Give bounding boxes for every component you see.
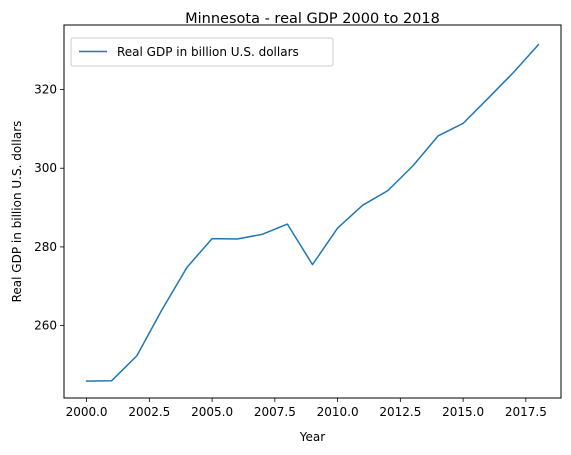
y-tick-label: 280 bbox=[34, 240, 57, 254]
y-tick-label: 320 bbox=[34, 83, 57, 97]
series-layer bbox=[85, 43, 540, 382]
x-tick-label: 2002.5 bbox=[128, 405, 170, 419]
x-tick-label: 2015.0 bbox=[442, 405, 484, 419]
x-tick-label: 2007.5 bbox=[254, 405, 296, 419]
legend-box bbox=[70, 37, 334, 67]
x-tick-label: 2012.5 bbox=[379, 405, 421, 419]
x-tick-label: 2017.5 bbox=[505, 405, 547, 419]
y-tick-label: 260 bbox=[34, 319, 57, 333]
x-axis-ticks: 2000.0 2002.5 2005.0 2007.5 2010.0 2012.5 2015… bbox=[66, 398, 547, 419]
legend: Real GDP in billion U.S. dollars bbox=[70, 37, 334, 67]
y-axis-ticks: 260 280 300 320 bbox=[34, 83, 64, 333]
legend-label: Real GDP in billion U.S. dollars bbox=[117, 45, 299, 59]
y-tick-label: 300 bbox=[34, 161, 57, 175]
chart-title: Minnesota - real GDP 2000 to 2018 bbox=[185, 11, 440, 27]
x-tick-label: 2005.0 bbox=[191, 405, 233, 419]
y-axis-label: Real GDP in billion U.S. dollars bbox=[10, 121, 24, 303]
x-axis-label: Year bbox=[299, 430, 325, 444]
plot-background bbox=[64, 25, 561, 398]
x-tick-label: 2010.0 bbox=[317, 405, 359, 419]
x-tick-label: 2000.0 bbox=[66, 405, 108, 419]
plot-frame bbox=[63, 24, 562, 399]
